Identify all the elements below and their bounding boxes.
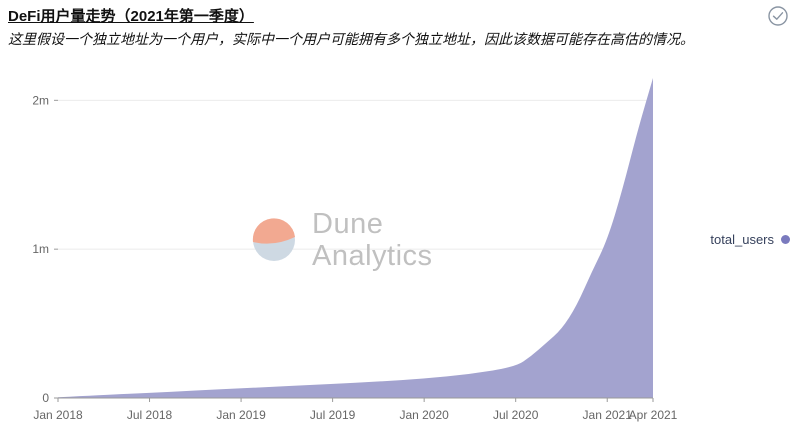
x-axis-tick-label: Jan 2020	[399, 408, 449, 422]
y-axis-tick-label: 0	[42, 391, 49, 405]
legend-series-dot-icon	[781, 235, 790, 244]
x-axis-tick-label: Jan 2021	[583, 408, 633, 422]
legend[interactable]: total_users	[710, 232, 790, 247]
total-users-area-series	[58, 78, 653, 398]
x-axis-tick-label: Jan 2018	[33, 408, 83, 422]
x-axis-tick-label: Jul 2019	[310, 408, 356, 422]
page-title: DeFi用户量走势（2021年第一季度）	[8, 8, 254, 25]
y-axis-tick-label: 2m	[32, 93, 49, 107]
x-axis-tick-label: Apr 2021	[629, 408, 678, 422]
y-axis-tick-label: 1m	[32, 242, 49, 256]
total-users-area-chart: 0 1m 2m Jan 2018 Jul 2018 Jan 2019 Jul 2019 Jan…	[32, 78, 678, 422]
chart-area-container: 0 1m 2m Jan 2018 Jul 2018 Jan 2019 Jul 2019 Jan…	[8, 60, 708, 435]
check-circle-icon[interactable]	[766, 4, 790, 28]
x-axis-tick-label: Jan 2019	[216, 408, 266, 422]
x-axis-tick-label: Jul 2018	[127, 408, 173, 422]
x-axis-tick-label: Jul 2020	[493, 408, 539, 422]
page-subtitle: 这里假设一个独立地址为一个用户，实际中一个用户可能拥有多个独立地址，因此该数据可…	[8, 31, 694, 47]
legend-series-label: total_users	[710, 232, 774, 247]
